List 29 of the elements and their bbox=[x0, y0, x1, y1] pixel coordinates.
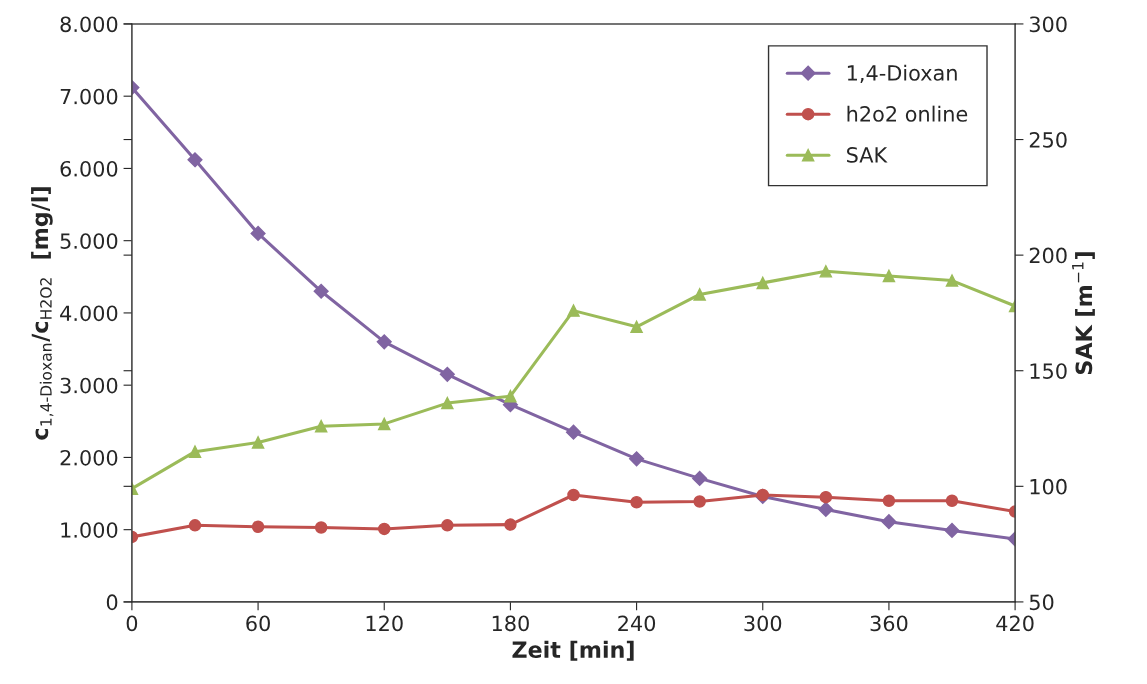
y-tick-label: 2.000 bbox=[60, 449, 118, 466]
legend-label: h2o2 online bbox=[847, 105, 968, 122]
y-tick-label: 8.000 bbox=[60, 16, 118, 33]
y-tick-label: 3.000 bbox=[60, 377, 118, 394]
y-tick-label: 1.000 bbox=[61, 522, 118, 538]
y-tick-label: 4.000 bbox=[60, 305, 118, 322]
y-tick-label: 5.000 bbox=[60, 233, 118, 249]
y2-tick-label: 200 bbox=[1029, 247, 1067, 264]
y2-tick-label: 250 bbox=[1029, 131, 1067, 148]
legend-label: 1,4-Dioxan bbox=[847, 64, 957, 83]
x-tick-label: 60 bbox=[246, 615, 270, 632]
x-tick-label: 120 bbox=[366, 615, 403, 632]
y2-tick-label: 50 bbox=[1029, 594, 1054, 611]
legend-label: SAK bbox=[847, 147, 888, 163]
x-tick-label: 360 bbox=[870, 615, 908, 632]
x-tick-label: 180 bbox=[492, 615, 529, 632]
x-tick-label: 0 bbox=[126, 615, 138, 632]
y2-tick-label: 150 bbox=[1030, 363, 1067, 379]
y2-tick-label: 100 bbox=[1030, 478, 1067, 495]
y2-tick-label: 300 bbox=[1029, 16, 1067, 33]
y2-axis-title: SAK [m$^{−1}$] bbox=[1072, 252, 1095, 375]
text: c$_{1,4-Dioxan}$/c$_{H2O2}$ [mg/l] bbox=[31, 187, 54, 440]
x-tick-label: 300 bbox=[744, 615, 782, 632]
x-tick-label: 240 bbox=[618, 615, 656, 632]
y-tick-label: 7.000 bbox=[60, 88, 118, 105]
y-tick-label: 0 bbox=[106, 594, 118, 611]
y-tick-label: 6.000 bbox=[60, 160, 118, 177]
x-axis-title: Zeit [min] bbox=[512, 640, 634, 661]
x-tick-label: 420 bbox=[996, 615, 1034, 632]
